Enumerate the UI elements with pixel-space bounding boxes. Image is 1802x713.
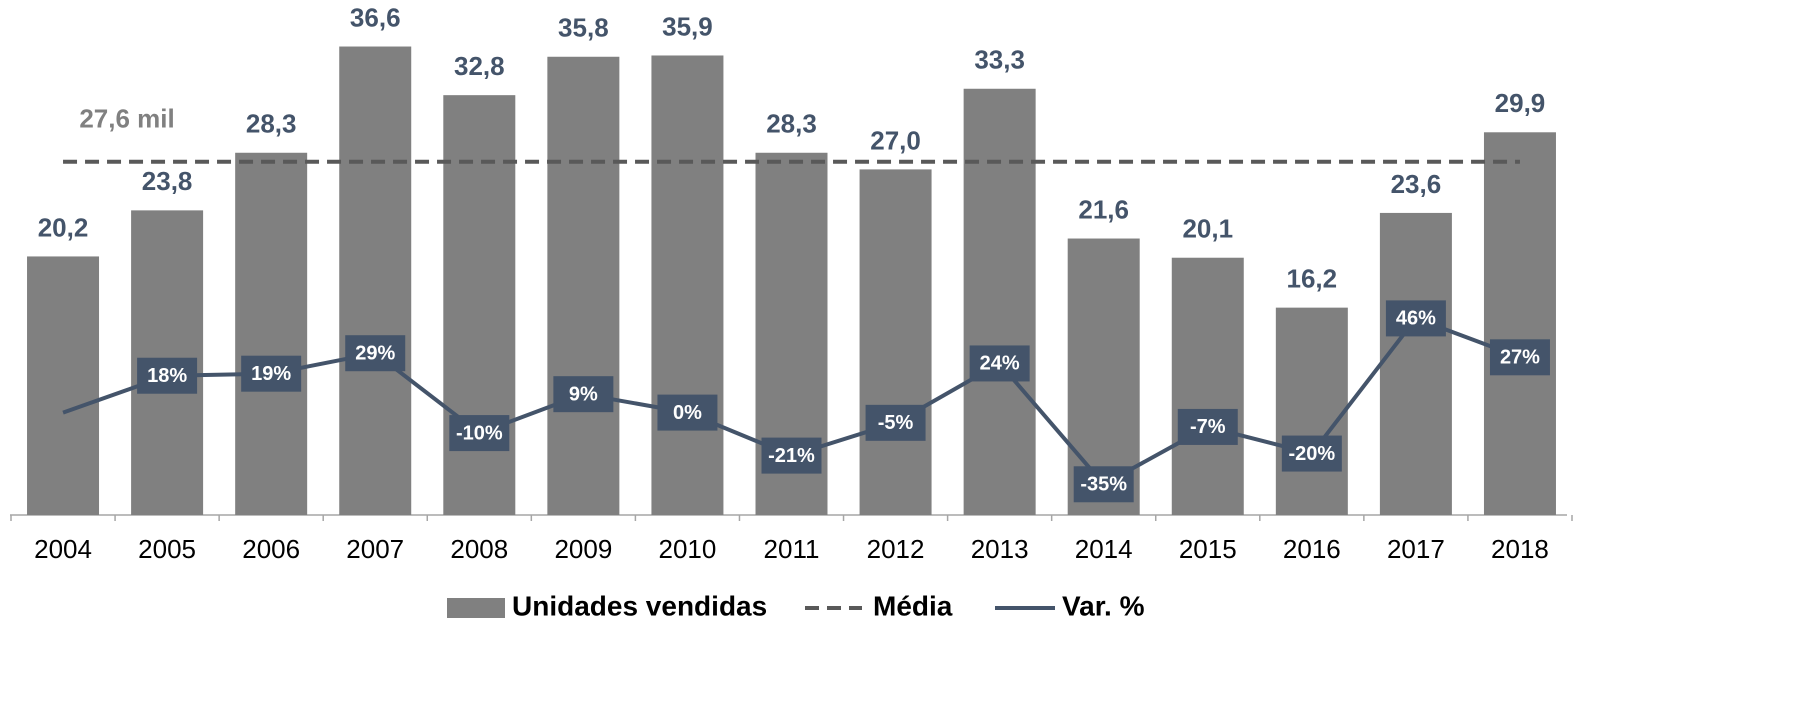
bar xyxy=(963,88,1036,515)
bar-value-label: 28,3 xyxy=(246,109,297,139)
var-value-label: 46% xyxy=(1396,308,1436,330)
x-tick-label: 2009 xyxy=(554,534,612,564)
var-label-box xyxy=(137,357,198,394)
x-tick-label: 2018 xyxy=(1491,534,1549,564)
x-tick-label: 2012 xyxy=(867,534,925,564)
var-label-box xyxy=(969,345,1030,382)
var-value-label: 27% xyxy=(1500,347,1540,369)
var-label-box xyxy=(1489,339,1550,376)
bar xyxy=(339,46,412,516)
bar-value-label: 16,2 xyxy=(1287,264,1338,294)
bar xyxy=(1275,307,1348,515)
bar xyxy=(651,55,724,515)
var-value-label: -21% xyxy=(768,445,815,467)
legend-swatch xyxy=(447,598,505,618)
bar-value-label: 33,3 xyxy=(974,45,1025,75)
x-tick-label: 2005 xyxy=(138,534,196,564)
bar xyxy=(27,256,100,515)
var-label-box xyxy=(553,376,614,413)
bar-value-label: 23,8 xyxy=(142,166,193,196)
var-value-label: 19% xyxy=(251,363,291,385)
bar-value-label: 29,9 xyxy=(1495,88,1546,118)
bar-value-label: 36,6 xyxy=(350,2,401,32)
var-value-label: -35% xyxy=(1080,474,1127,496)
bar-value-label: 20,1 xyxy=(1182,214,1233,244)
var-value-label: -20% xyxy=(1288,443,1335,465)
x-tick-label: 2010 xyxy=(659,534,717,564)
var-value-label: 29% xyxy=(355,342,395,364)
bar-value-label: 35,8 xyxy=(558,13,609,43)
var-label-box xyxy=(449,415,510,452)
var-label-box xyxy=(1177,408,1238,445)
var-label-box xyxy=(761,437,822,474)
bar-value-label: 27,0 xyxy=(870,125,921,155)
x-tick-label: 2016 xyxy=(1283,534,1341,564)
var-value-label: -7% xyxy=(1190,416,1226,438)
var-label-box xyxy=(1073,466,1134,503)
x-tick-label: 2007 xyxy=(346,534,404,564)
bar-value-label: 28,3 xyxy=(766,109,817,139)
var-label-box xyxy=(241,355,302,392)
bar xyxy=(1171,257,1244,515)
var-label-box xyxy=(657,394,718,431)
var-value-label: -10% xyxy=(456,422,503,444)
var-value-label: 0% xyxy=(673,402,702,424)
x-tick-label: 2017 xyxy=(1387,534,1445,564)
bar xyxy=(547,56,620,515)
bar xyxy=(443,95,516,515)
bar-value-label: 20,2 xyxy=(38,212,89,242)
bar xyxy=(1379,212,1452,516)
var-label-box xyxy=(1385,300,1446,337)
bar xyxy=(859,169,932,515)
x-tick-label: 2014 xyxy=(1075,534,1133,564)
bar-value-label: 21,6 xyxy=(1078,194,1129,224)
var-value-label: 24% xyxy=(980,353,1020,375)
legend-label: Var. % xyxy=(1062,590,1145,621)
x-tick-label: 2011 xyxy=(764,534,820,564)
var-value-label: 18% xyxy=(147,365,187,387)
bar xyxy=(1483,132,1556,515)
bar-value-label: 23,6 xyxy=(1391,169,1442,199)
x-tick-label: 2015 xyxy=(1179,534,1237,564)
var-value-label: -5% xyxy=(878,412,914,434)
var-value-label: 9% xyxy=(569,383,598,405)
x-tick-label: 2004 xyxy=(34,534,92,564)
bar-value-label: 35,9 xyxy=(662,11,713,41)
bar-value-label: 32,8 xyxy=(454,51,505,81)
legend-label: Média xyxy=(873,590,953,621)
x-tick-label: 2006 xyxy=(242,534,300,564)
bar xyxy=(235,152,308,515)
var-label-box xyxy=(1281,435,1342,472)
x-tick-label: 2013 xyxy=(971,534,1029,564)
legend-label: Unidades vendidas xyxy=(512,590,767,621)
average-label: 27,6 mil xyxy=(79,104,174,134)
x-tick-label: 2008 xyxy=(450,534,508,564)
var-label-box xyxy=(345,335,406,372)
var-label-box xyxy=(865,404,926,441)
